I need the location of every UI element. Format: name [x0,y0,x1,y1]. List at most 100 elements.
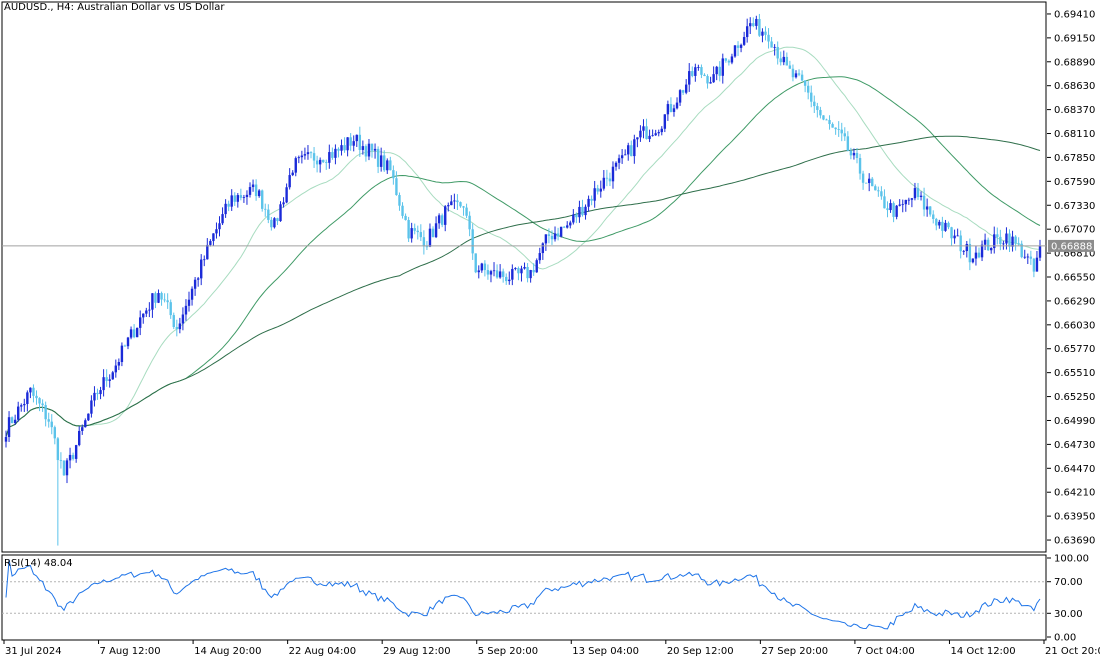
candle-body [7,417,11,438]
candle [627,142,630,161]
candle [392,165,395,185]
candle [651,129,654,137]
candle [154,291,157,309]
candle [242,194,246,203]
candle-body [617,158,621,163]
candle [752,17,755,28]
candle [312,147,316,168]
candle-body [831,124,834,128]
candle-body [431,228,435,238]
candle-body [1014,236,1017,244]
candle [410,222,413,243]
candle-body [145,310,148,314]
candle-body [56,438,60,461]
candle [895,204,898,220]
time-axis-label: 7 Aug 12:00 [100,646,161,657]
candle-body [10,417,14,424]
candle [169,299,172,319]
candle-body [514,268,517,269]
candle [953,229,956,244]
candle-body [215,229,218,234]
candle-body [983,239,987,245]
candle [694,63,697,82]
candle [261,189,264,212]
candle-body [41,403,44,406]
candle-body [87,413,90,421]
candle-body [96,392,99,395]
candle-body [633,139,636,157]
candle [224,199,227,218]
candle [535,258,538,273]
candle [453,193,456,209]
candle-body [874,186,877,191]
candle [47,412,50,428]
candle [395,171,398,196]
candle [846,131,850,152]
candle-body [1032,258,1036,272]
current-price-label: 0.66888 [1051,241,1092,252]
candle [886,201,889,218]
price-axis-label: 0.67330 [1054,201,1095,212]
candle [898,199,901,207]
candle-body [706,76,709,84]
candle-body [105,377,108,381]
candle [556,227,560,241]
candle [206,238,209,260]
candle [431,226,435,238]
candle [749,17,752,35]
candle-body [996,234,999,237]
candle-body [361,146,365,150]
candle [87,413,90,422]
price-axis-label: 0.65510 [1054,368,1095,379]
candle-body [819,109,822,116]
candle [447,202,450,212]
candle-body [700,67,703,75]
candle [959,230,962,259]
candle-body [492,270,496,272]
candle [157,289,160,304]
candle-body [761,31,764,36]
candle [779,51,782,66]
candle [239,188,243,201]
candle [803,80,807,93]
candle-body [44,405,47,420]
candle-body [428,228,432,247]
candle-body [13,419,17,424]
candle [346,137,349,157]
candle-body [538,253,541,261]
candle-body [486,270,490,275]
candle-body [261,190,264,209]
candle-body [440,215,444,225]
candle [32,384,35,403]
candle-body [358,134,362,150]
price-axis-label: 0.64210 [1054,488,1095,499]
candle-body [498,271,502,278]
candle-body [810,92,813,102]
candle-body [35,395,38,399]
candle [880,186,883,200]
rsi-axis-label: 0.00 [1054,633,1076,644]
candle-body [267,209,270,220]
candle-body [273,218,276,228]
candle [538,247,541,264]
candle-body [376,148,380,167]
candles [4,13,1042,546]
candle-body [651,135,654,137]
candle [114,359,118,378]
candle [806,81,810,100]
candle-body [791,68,795,78]
candle [648,129,651,143]
candle [932,210,935,224]
candle-body [38,398,41,404]
candle-body [675,102,679,109]
candle-body [764,31,767,35]
candle-body [636,137,639,140]
candle-body [599,188,602,192]
candle [1038,239,1042,262]
candle [81,424,84,435]
candle-body [4,437,8,442]
candle [965,240,968,258]
candle [62,460,66,476]
candle-body [718,66,721,76]
